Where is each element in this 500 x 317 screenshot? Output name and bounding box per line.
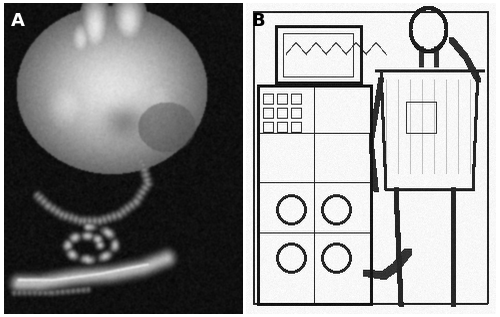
Text: B: B: [251, 12, 264, 30]
Text: A: A: [11, 12, 25, 30]
